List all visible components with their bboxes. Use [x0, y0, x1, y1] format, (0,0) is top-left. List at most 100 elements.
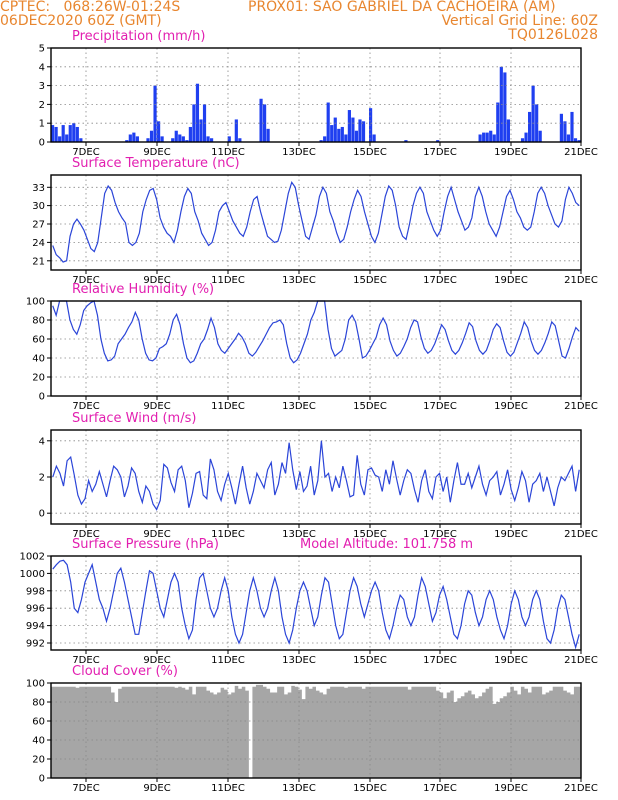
precip-bar — [199, 119, 203, 142]
precip-bar — [489, 130, 493, 142]
x-tick-label: 17DEC — [423, 275, 457, 286]
precip-bar — [319, 140, 323, 142]
y-tick-label: 4 — [39, 62, 45, 73]
y-tick-label: 0 — [39, 774, 45, 785]
x-tick-label: 13DEC — [282, 275, 316, 286]
precip-bar — [181, 136, 185, 142]
precip-bar — [538, 130, 542, 142]
y-tick-label: 992 — [26, 639, 45, 650]
precip-bar — [436, 140, 440, 142]
precip-bar — [125, 140, 129, 142]
x-tick-label: 13DEC — [282, 401, 316, 412]
y-tick-label: 2 — [39, 473, 45, 484]
panel-frame — [50, 47, 582, 143]
x-tick-label: 15DEC — [353, 401, 387, 412]
precip-bar — [361, 121, 366, 142]
precip-bar — [566, 134, 571, 142]
precip-bar — [149, 130, 154, 142]
x-tick-label: 11DEC — [211, 147, 245, 158]
precip-bar — [206, 136, 210, 142]
precip-bar — [496, 102, 500, 142]
x-tick-label: 11DEC — [211, 655, 245, 666]
precip-bar — [54, 126, 58, 142]
precip-bar — [531, 85, 535, 142]
y-tick-label: 1000 — [20, 569, 45, 580]
precip-bar — [227, 136, 231, 142]
precip-bar — [570, 111, 574, 142]
y-tick-label: 996 — [26, 604, 45, 615]
precip-bar — [192, 104, 196, 142]
x-tick-label: 21DEC — [564, 783, 598, 794]
y-tick-label: 100 — [26, 679, 45, 690]
x-tick-label: 7DEC — [72, 529, 99, 540]
precip-bar — [354, 130, 359, 142]
x-tick-label: 15DEC — [353, 783, 387, 794]
x-tick-label: 17DEC — [423, 401, 457, 412]
precip-bar — [238, 138, 242, 142]
header-coords: 068:26W-01:24S — [63, 0, 181, 15]
y-tick-label: 2 — [39, 100, 45, 111]
x-tick-label: 7DEC — [72, 275, 99, 286]
x-tick-label: 11DEC — [211, 275, 245, 286]
y-tick-label: 0 — [39, 392, 45, 403]
y-tick-label: 1 — [39, 119, 45, 130]
panel-title: Precipitation (mm/h) — [72, 29, 205, 44]
precip-bar — [135, 136, 139, 142]
y-tick-label: 100 — [26, 297, 45, 308]
precip-bar — [535, 104, 539, 142]
precip-bar — [351, 117, 355, 142]
y-tick-label: 0 — [39, 509, 45, 520]
series-line — [52, 559, 580, 650]
panel-frame — [50, 555, 582, 651]
precip-bar — [259, 98, 263, 142]
precip-bar — [157, 121, 161, 142]
series-line — [52, 440, 580, 511]
x-tick-label: 7DEC — [72, 783, 99, 794]
precip-bar — [492, 134, 496, 142]
precip-bar — [337, 128, 341, 142]
panel-title: Cloud Cover (%) — [72, 664, 178, 679]
precip-bar — [326, 102, 330, 142]
precip-bar — [372, 134, 376, 142]
x-tick-label: 21DEC — [564, 401, 598, 412]
header-grid-line: Vertical Grid Line: 60Z — [441, 13, 598, 29]
precip-bar — [573, 138, 578, 142]
precip-bar — [369, 108, 373, 142]
y-tick-label: 3 — [39, 81, 45, 92]
precip-bar — [559, 113, 563, 142]
x-tick-label: 13DEC — [282, 529, 316, 540]
precip-bar — [358, 119, 362, 142]
x-tick-label: 9DEC — [143, 275, 170, 286]
x-tick-label: 15DEC — [353, 147, 387, 158]
precip-bar — [330, 125, 334, 142]
y-tick-label: 40 — [32, 354, 45, 365]
precip-bar — [404, 140, 408, 142]
precip-bar — [72, 123, 76, 142]
precip-bar — [503, 72, 507, 142]
header-center: CPTEC: — [0, 0, 51, 15]
panel-frame — [50, 682, 582, 779]
x-tick-label: 19DEC — [494, 147, 528, 158]
precip-bar — [323, 136, 327, 142]
x-tick-label: 19DEC — [494, 783, 528, 794]
x-tick-label: 17DEC — [423, 655, 457, 666]
precip-bar — [178, 134, 182, 142]
x-tick-label: 9DEC — [143, 783, 170, 794]
header-station: PROX01: SAO GABRIEL DA CACHOEIRA (AM) — [248, 0, 556, 15]
y-tick-label: 21 — [32, 256, 45, 267]
precip-bar — [68, 125, 72, 142]
y-tick-label: 80 — [32, 316, 45, 327]
precip-bar — [528, 111, 532, 142]
series-line — [52, 181, 580, 263]
x-tick-label: 21DEC — [564, 529, 598, 540]
x-tick-label: 17DEC — [423, 529, 457, 540]
precip-bar — [524, 132, 528, 142]
x-tick-label: 19DEC — [494, 401, 528, 412]
y-tick-label: 60 — [32, 335, 45, 346]
panel-title: Surface Temperature (nC) — [72, 156, 240, 171]
precip-bar — [340, 126, 344, 142]
x-tick-label: 9DEC — [143, 529, 170, 540]
precip-bar — [344, 134, 348, 142]
panel-frame — [50, 300, 582, 397]
